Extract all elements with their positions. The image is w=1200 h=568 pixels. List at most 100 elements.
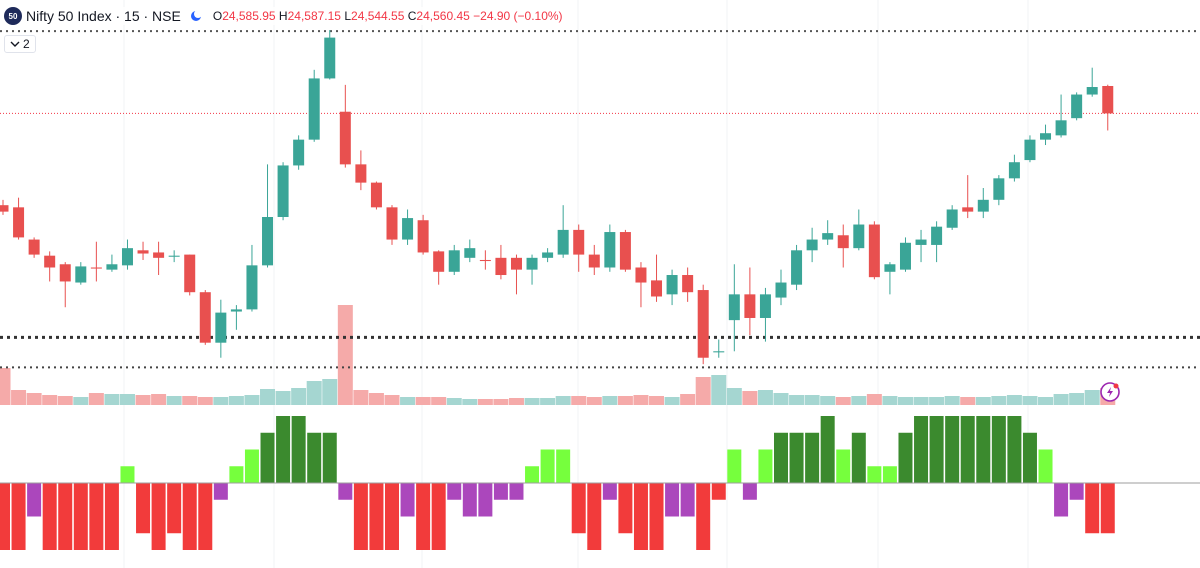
volume-bar	[649, 396, 665, 405]
volume-bar	[975, 397, 991, 405]
momentum-bar	[27, 483, 42, 517]
momentum-bar	[587, 483, 602, 550]
momentum-bar	[556, 449, 571, 483]
momentum-bar	[1100, 483, 1115, 534]
volume-bar	[446, 398, 462, 405]
candle-body	[168, 255, 180, 257]
candle-body	[884, 264, 896, 272]
candle-body	[868, 224, 880, 278]
momentum-bar	[400, 483, 415, 517]
volume-bar	[151, 394, 167, 405]
candle-body	[402, 218, 414, 240]
candle-body	[635, 267, 647, 283]
candle-body	[121, 248, 133, 266]
volume-bar	[213, 397, 229, 405]
momentum-bar	[509, 483, 524, 500]
candle-body	[13, 207, 25, 238]
momentum-bar	[1085, 483, 1100, 534]
volume-bar	[384, 395, 400, 405]
candle-body	[915, 239, 927, 245]
grid	[123, 0, 1029, 568]
volume-bar	[119, 394, 135, 405]
candle-body	[1102, 85, 1114, 114]
momentum-bar	[976, 416, 991, 483]
momentum-bar	[369, 483, 384, 550]
volume-bar	[540, 398, 556, 405]
momentum-bar	[338, 483, 353, 500]
candle-body	[682, 275, 694, 293]
momentum-bar	[307, 432, 322, 483]
volume-bar	[182, 396, 198, 405]
volume-bar	[322, 379, 338, 405]
candle-body	[230, 309, 242, 312]
candle-body	[1008, 162, 1020, 179]
volume-bar	[11, 390, 27, 405]
momentum-bar	[914, 416, 929, 483]
momentum-bar	[167, 483, 182, 534]
volume-bar	[431, 397, 447, 405]
momentum-bar	[525, 466, 540, 483]
momentum-bar	[758, 449, 773, 483]
volume-bar	[415, 397, 431, 405]
candle-body	[59, 264, 71, 282]
volume-bar	[866, 394, 882, 405]
momentum-bar	[820, 416, 835, 483]
lightning-icon[interactable]	[1100, 382, 1120, 402]
ohlc-label: L	[344, 9, 352, 23]
volume-bar	[882, 396, 898, 405]
volume-bar	[1069, 393, 1085, 405]
candle-body	[433, 251, 445, 272]
momentum-bar	[649, 483, 664, 550]
momentum-bar	[89, 483, 104, 550]
volume-bar	[73, 397, 89, 405]
volume-bar	[353, 390, 369, 405]
candle-body	[44, 255, 56, 268]
indicators-toggle[interactable]: 2	[4, 35, 36, 53]
candle-body	[697, 290, 709, 358]
volume-bar	[275, 391, 291, 405]
candle-body	[246, 265, 258, 310]
legend-header: 50 Nifty 50 Index · 15 · NSE O24,585.95 …	[4, 7, 563, 25]
volume-bar	[337, 305, 353, 405]
momentum-bar	[1054, 483, 1069, 517]
volume-bar	[757, 390, 773, 405]
volume-bar	[135, 395, 151, 405]
ohlc-value: 24,585.95	[222, 9, 276, 23]
momentum-bar	[633, 483, 648, 550]
momentum-bar	[540, 449, 555, 483]
volume-bar	[664, 397, 680, 405]
volume-bar	[602, 396, 618, 405]
candle-body	[339, 111, 351, 165]
candle-body	[277, 165, 289, 218]
market-icon	[190, 10, 202, 21]
volume-bar	[804, 395, 820, 405]
momentum-bar	[665, 483, 680, 517]
candle-body	[75, 266, 87, 283]
candle-body	[666, 275, 678, 295]
candle-body	[962, 207, 974, 212]
volume-bar	[633, 395, 649, 405]
candle-body	[977, 199, 989, 212]
candle-body	[370, 182, 382, 208]
volume-bar	[944, 396, 960, 405]
volume-bar	[368, 393, 384, 405]
volume-bar	[1022, 396, 1038, 405]
candle-body	[899, 242, 911, 270]
candle-body	[293, 139, 305, 166]
volume-bar	[835, 397, 851, 405]
candle-body	[604, 232, 616, 268]
candle-body	[184, 254, 196, 293]
volume-bar	[680, 394, 696, 405]
momentum-bar	[836, 449, 851, 483]
ohlc-value: 24,560.45	[416, 9, 470, 23]
candle-body	[619, 232, 631, 270]
candle-body	[651, 280, 663, 297]
candle-body	[946, 209, 958, 228]
momentum-bar	[11, 483, 26, 550]
symbol-title[interactable]: Nifty 50 Index · 15 · NSE	[26, 8, 181, 24]
candle-body	[495, 257, 507, 276]
candle-body	[573, 229, 585, 255]
candle-body	[386, 207, 398, 240]
momentum-bar	[602, 483, 617, 500]
momentum-bar	[851, 432, 866, 483]
